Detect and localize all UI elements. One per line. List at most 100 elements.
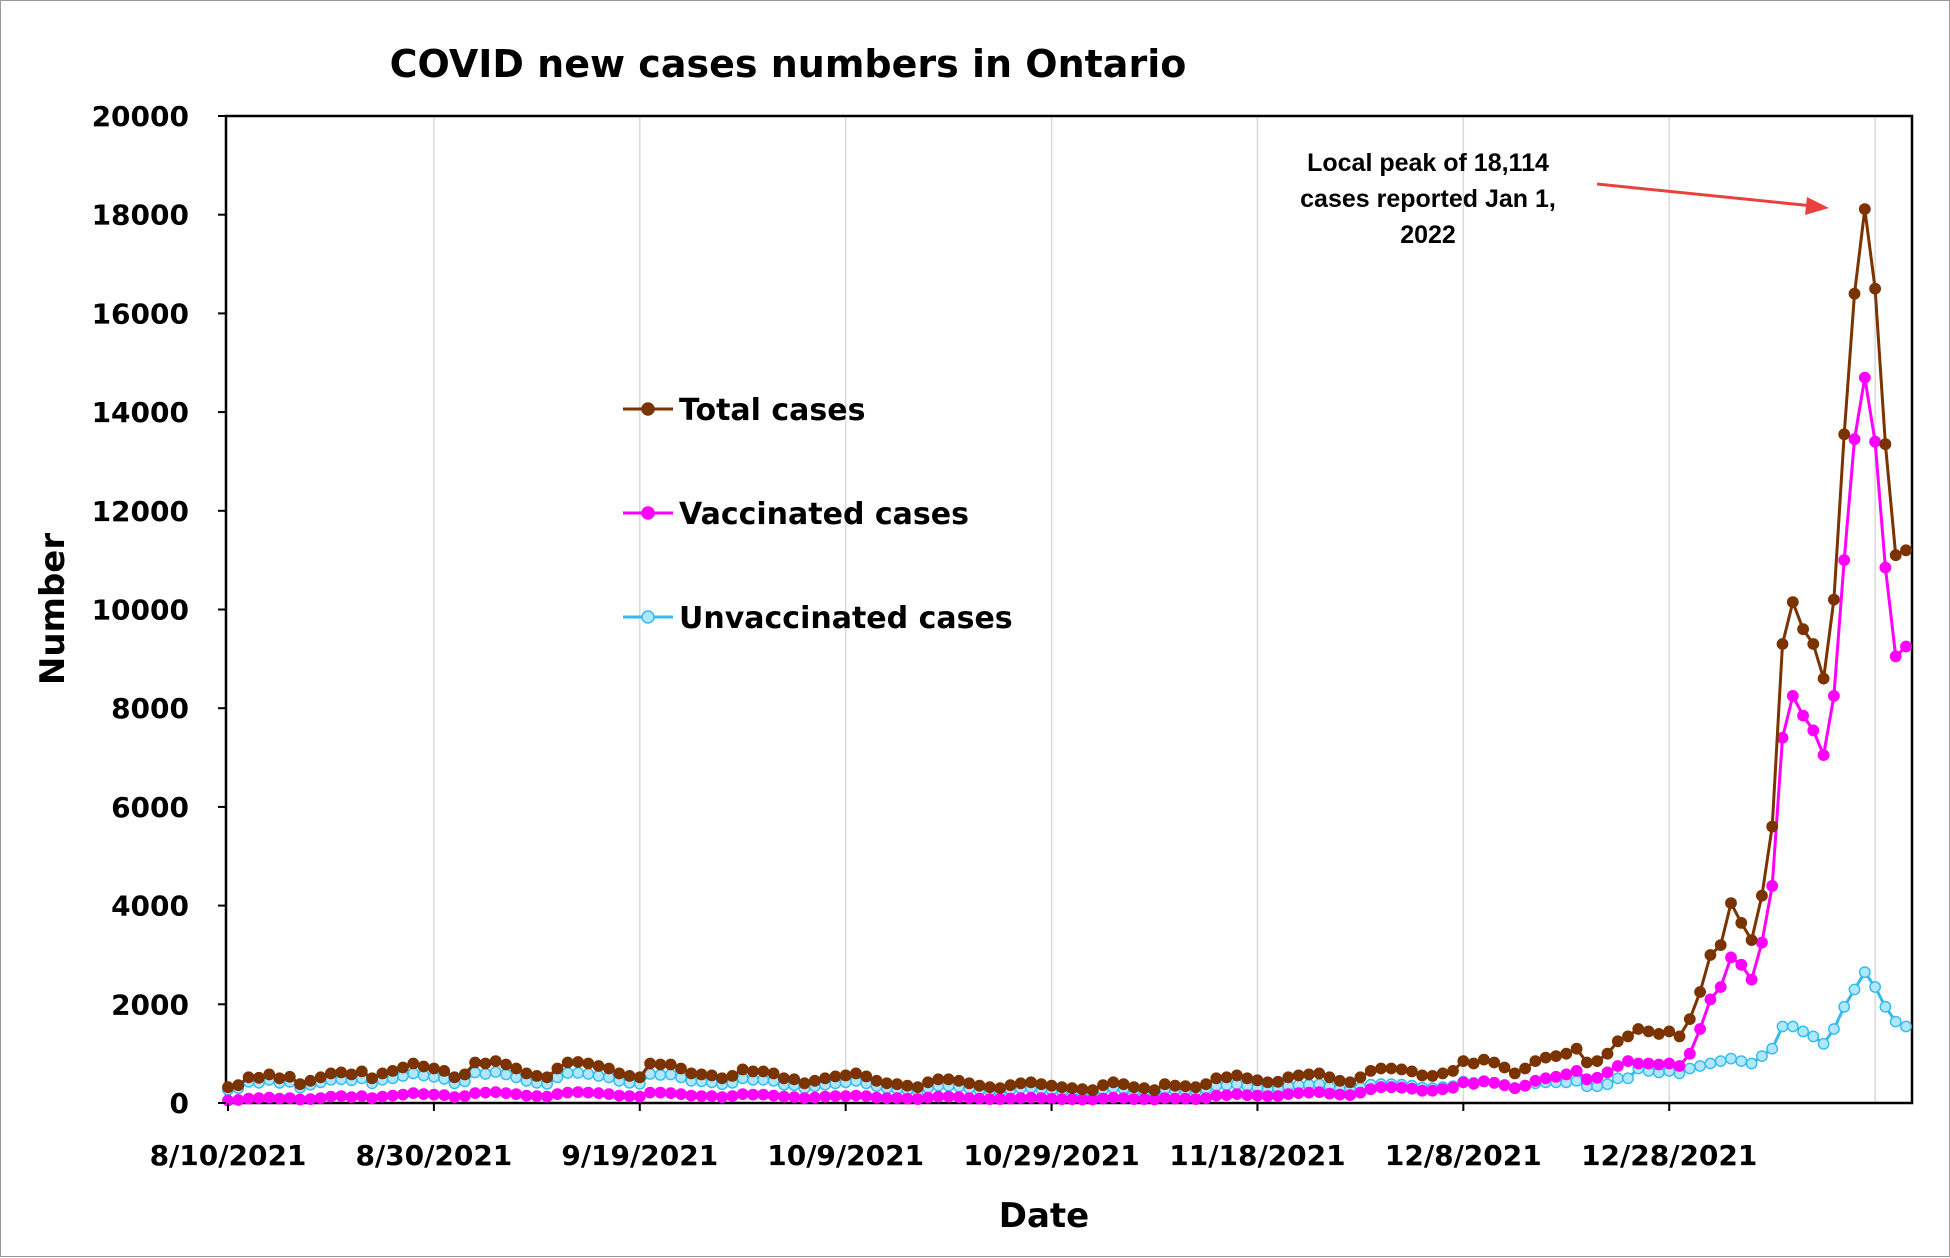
data-point bbox=[407, 1087, 420, 1100]
data-point bbox=[417, 1088, 430, 1101]
legend-label: Vaccinated cases bbox=[679, 497, 969, 532]
data-point bbox=[1776, 638, 1789, 650]
data-point bbox=[1416, 1084, 1429, 1097]
data-point bbox=[1107, 1076, 1120, 1089]
data-point bbox=[1889, 549, 1902, 562]
data-point bbox=[664, 1058, 677, 1071]
data-point bbox=[1158, 1078, 1171, 1091]
data-point bbox=[1138, 1093, 1151, 1106]
data-point bbox=[1169, 1092, 1182, 1105]
data-point bbox=[901, 1079, 914, 1092]
data-point bbox=[1488, 1056, 1501, 1069]
data-point bbox=[603, 1088, 615, 1101]
data-point bbox=[500, 1087, 512, 1100]
data-point bbox=[1210, 1072, 1223, 1085]
data-point bbox=[1519, 1062, 1532, 1075]
data-point bbox=[870, 1074, 883, 1087]
series-total-cases bbox=[222, 203, 1912, 1097]
data-point bbox=[222, 1081, 234, 1094]
data-point bbox=[1581, 1056, 1593, 1069]
data-point bbox=[1457, 1055, 1470, 1068]
data-point bbox=[1406, 1065, 1418, 1078]
data-point bbox=[1375, 1081, 1387, 1094]
data-point bbox=[1786, 690, 1799, 702]
data-point bbox=[1004, 1092, 1017, 1105]
data-point bbox=[294, 1078, 306, 1091]
data-point bbox=[1313, 1086, 1326, 1099]
data-point bbox=[489, 1086, 502, 1099]
data-point bbox=[1313, 1067, 1326, 1080]
data-point bbox=[1086, 1084, 1099, 1097]
data-point bbox=[335, 1090, 348, 1103]
data-point bbox=[1838, 428, 1851, 441]
data-point bbox=[1591, 1071, 1604, 1084]
data-point bbox=[1622, 1072, 1634, 1085]
data-point bbox=[1879, 438, 1892, 451]
data-point bbox=[1364, 1065, 1377, 1077]
data-point bbox=[1385, 1062, 1398, 1075]
data-point bbox=[839, 1069, 852, 1082]
data-point bbox=[1045, 1079, 1058, 1092]
data-point bbox=[386, 1089, 399, 1102]
data-point bbox=[1560, 1047, 1573, 1060]
data-point bbox=[1447, 1065, 1459, 1077]
data-point bbox=[1035, 1078, 1048, 1091]
data-point bbox=[1714, 981, 1727, 993]
data-point bbox=[963, 1077, 976, 1090]
data-point bbox=[1663, 1025, 1676, 1038]
x-tick-label: 12/28/2021 bbox=[1581, 1139, 1757, 1172]
data-point bbox=[541, 1071, 553, 1084]
data-point bbox=[1272, 1075, 1284, 1088]
data-point bbox=[901, 1092, 914, 1105]
y-tick-label: 12000 bbox=[92, 495, 189, 528]
data-point bbox=[1344, 1089, 1357, 1102]
data-point bbox=[973, 1092, 986, 1105]
annotation-line-1: Local peak of 18,114 bbox=[1307, 149, 1549, 177]
data-point bbox=[932, 1073, 945, 1086]
data-point bbox=[880, 1092, 893, 1105]
data-point bbox=[407, 1057, 420, 1070]
data-point bbox=[922, 1076, 934, 1089]
data-point bbox=[448, 1091, 461, 1104]
data-point bbox=[1673, 1060, 1686, 1072]
data-point bbox=[1694, 1023, 1707, 1035]
data-point bbox=[685, 1089, 698, 1102]
data-point bbox=[1539, 1072, 1552, 1085]
data-point bbox=[1735, 1055, 1748, 1068]
data-point bbox=[1838, 554, 1851, 566]
data-point bbox=[1611, 1035, 1624, 1048]
data-point bbox=[1766, 1042, 1779, 1055]
data-point bbox=[819, 1072, 831, 1085]
x-tick-label: 8/10/2021 bbox=[150, 1139, 307, 1172]
data-point bbox=[932, 1090, 945, 1103]
data-point bbox=[1406, 1082, 1418, 1095]
data-point bbox=[592, 1070, 605, 1082]
data-point bbox=[1601, 1078, 1614, 1091]
data-point bbox=[1714, 939, 1727, 951]
data-point bbox=[1838, 1000, 1851, 1013]
data-point bbox=[942, 1090, 955, 1103]
data-point bbox=[438, 1065, 451, 1077]
data-point bbox=[304, 1074, 317, 1087]
series-layer bbox=[222, 203, 1912, 1107]
data-point bbox=[561, 1067, 574, 1079]
data-point bbox=[891, 1092, 903, 1105]
y-tick-label: 14000 bbox=[92, 396, 189, 429]
data-point bbox=[1189, 1093, 1202, 1106]
data-point bbox=[397, 1088, 409, 1101]
data-point bbox=[1179, 1080, 1192, 1093]
data-point bbox=[1138, 1082, 1151, 1095]
data-point bbox=[479, 1068, 492, 1080]
data-point bbox=[1756, 1050, 1768, 1063]
data-point bbox=[675, 1062, 687, 1075]
data-point bbox=[294, 1093, 306, 1106]
data-point bbox=[1148, 1084, 1161, 1097]
data-point bbox=[860, 1090, 873, 1103]
data-point bbox=[1745, 934, 1758, 946]
data-point bbox=[273, 1072, 286, 1085]
data-point bbox=[283, 1092, 296, 1105]
x-tick-label: 8/30/2021 bbox=[355, 1139, 512, 1172]
data-point bbox=[613, 1067, 626, 1080]
data-point bbox=[1797, 623, 1810, 636]
